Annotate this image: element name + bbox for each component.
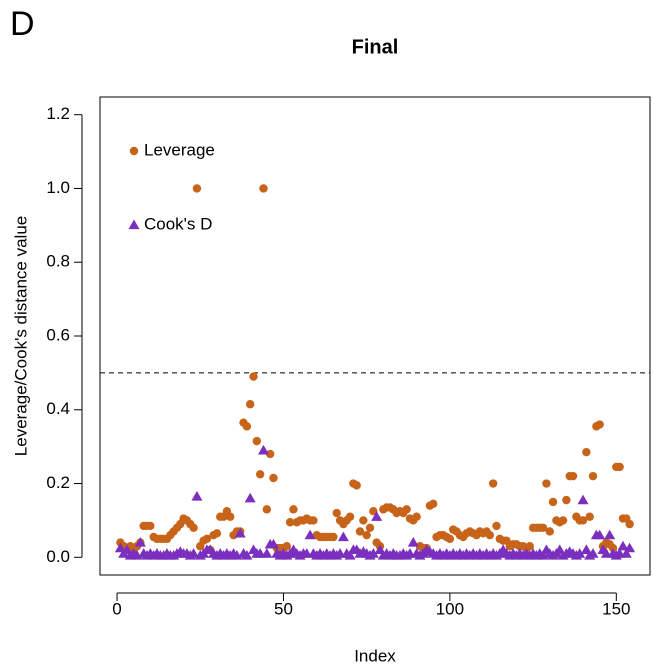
y-tick-label: 0.2 <box>46 473 70 492</box>
point <box>261 548 273 558</box>
plot-frame <box>99 96 651 576</box>
point <box>578 516 588 525</box>
point <box>255 470 265 479</box>
point <box>545 527 554 536</box>
point <box>574 548 586 558</box>
point <box>212 529 222 538</box>
point <box>234 527 246 538</box>
point <box>362 530 371 540</box>
y-tick-label: 0.6 <box>46 325 70 344</box>
point <box>585 512 594 521</box>
point <box>244 492 256 503</box>
point <box>402 505 411 514</box>
point <box>625 519 634 529</box>
point <box>538 523 548 532</box>
point <box>595 420 604 429</box>
point <box>488 479 498 488</box>
point <box>594 529 606 540</box>
point <box>525 542 534 551</box>
point <box>568 471 578 481</box>
point <box>587 548 599 558</box>
point <box>249 372 258 381</box>
point <box>245 400 255 409</box>
point <box>365 523 375 532</box>
point <box>134 537 146 547</box>
x-tick-label: 50 <box>274 599 293 618</box>
y-axis-label: Leverage/Cook's distance value <box>11 216 30 456</box>
point <box>289 505 298 514</box>
point <box>542 479 551 488</box>
point <box>359 516 368 525</box>
point <box>285 518 295 527</box>
point <box>367 548 379 558</box>
point <box>371 511 383 521</box>
point <box>620 548 632 558</box>
point <box>192 184 202 193</box>
legend-label: Leverage <box>144 140 215 159</box>
point <box>189 523 198 532</box>
legend-label: Cook's D <box>144 214 212 233</box>
point <box>577 494 589 505</box>
point <box>282 542 291 551</box>
point <box>252 436 262 446</box>
point <box>582 447 591 457</box>
point <box>615 462 624 472</box>
chart-title: Final <box>352 36 399 58</box>
point <box>146 521 155 531</box>
point <box>624 542 636 553</box>
point <box>344 549 356 560</box>
point <box>485 530 495 540</box>
x-tick-label: 100 <box>436 599 464 618</box>
point <box>412 512 421 521</box>
y-tick-label: 0.4 <box>46 399 70 418</box>
point <box>191 490 203 501</box>
point <box>202 534 212 544</box>
legend-marker <box>128 219 140 230</box>
point <box>369 506 378 516</box>
point <box>429 499 438 509</box>
point <box>309 516 318 525</box>
point <box>445 534 455 544</box>
point <box>337 531 349 542</box>
point <box>608 543 618 553</box>
panel-label: D <box>10 5 35 43</box>
point <box>188 548 200 558</box>
y-tick-label: 1.2 <box>46 104 70 123</box>
y-tick-label: 0.8 <box>46 252 70 271</box>
point <box>345 512 355 521</box>
point <box>241 549 253 560</box>
point <box>604 529 616 540</box>
y-tick-label: 0.0 <box>46 547 70 566</box>
x-tick-label: 0 <box>112 599 121 618</box>
point <box>562 495 571 505</box>
x-axis-label: Index <box>354 646 396 665</box>
point <box>269 473 278 483</box>
point <box>588 471 598 481</box>
point <box>617 540 629 551</box>
point <box>259 184 268 193</box>
legend-marker <box>129 146 139 156</box>
point <box>352 481 361 490</box>
point <box>329 532 338 542</box>
point <box>332 508 341 518</box>
point <box>267 538 279 549</box>
point <box>242 422 252 431</box>
point <box>355 527 365 536</box>
point <box>492 521 501 531</box>
point <box>262 505 272 514</box>
y-tick-label: 1.0 <box>46 178 70 197</box>
point <box>558 516 568 525</box>
point <box>407 537 419 547</box>
point <box>226 512 235 521</box>
x-tick-label: 150 <box>602 599 630 618</box>
point <box>304 529 316 540</box>
point <box>257 444 269 455</box>
point <box>265 449 275 459</box>
point <box>548 497 558 507</box>
